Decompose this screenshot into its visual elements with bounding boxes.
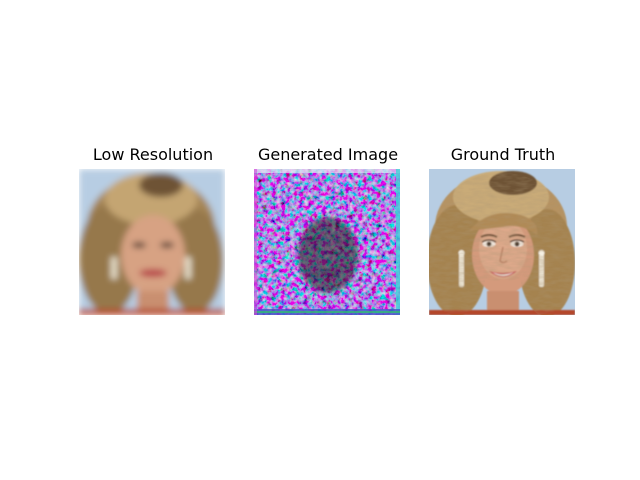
- panel-title-ground-truth: Ground Truth: [450, 145, 556, 164]
- low-resolution-image: [79, 169, 225, 315]
- panel-title-generated-image: Generated Image: [257, 145, 399, 164]
- ground-truth-image: [429, 169, 575, 315]
- generated-image: [254, 169, 400, 315]
- panel-title-low-resolution: Low Resolution: [92, 145, 214, 164]
